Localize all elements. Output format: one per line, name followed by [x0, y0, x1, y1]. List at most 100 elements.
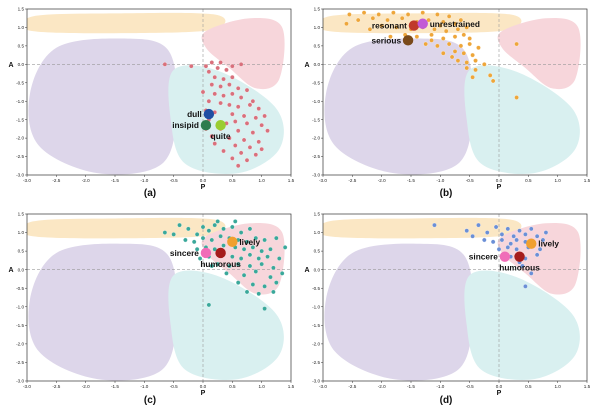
data-point — [467, 41, 472, 47]
data-point — [405, 12, 411, 17]
region-left-blob — [324, 38, 473, 175]
data-point — [511, 234, 516, 239]
data-point — [230, 156, 235, 161]
data-point — [241, 247, 247, 252]
data-point — [455, 58, 461, 63]
data-point — [534, 234, 540, 239]
y-tick-label: 1.5 — [314, 212, 321, 217]
data-point — [520, 263, 525, 269]
data-point — [256, 139, 261, 145]
data-point — [265, 254, 270, 259]
data-point — [379, 23, 384, 28]
data-point — [449, 54, 455, 60]
data-point — [514, 41, 519, 47]
data-point — [230, 254, 235, 259]
highlight-label-resonant: resonant — [372, 21, 407, 31]
y-tick-label: 0.5 — [314, 249, 321, 254]
data-point — [344, 21, 349, 27]
y-tick-label: 0.0 — [18, 267, 25, 272]
data-point — [438, 23, 443, 28]
plot-frame — [322, 213, 588, 382]
data-point — [221, 93, 226, 98]
data-point — [458, 43, 464, 49]
x-tick-label: 1.5 — [288, 384, 295, 389]
data-point — [235, 128, 241, 133]
x-tick-label: -1.0 — [140, 384, 148, 389]
data-point — [370, 15, 376, 21]
data-point — [206, 69, 212, 74]
y-tick-label: -2.0 — [312, 341, 320, 346]
chart-panel-2: -3.0 -2.5 -2.0 -1.5 -1.0 -0.5 0.0 0.5 1.0 1.5 1.5 1… — [304, 7, 590, 199]
data-point — [514, 237, 519, 243]
data-point — [206, 302, 212, 308]
y-tick-label: -1.5 — [16, 117, 24, 122]
data-point — [203, 63, 209, 69]
data-point — [540, 237, 546, 243]
data-point — [262, 113, 267, 119]
data-point — [432, 222, 437, 228]
data-point — [441, 19, 446, 25]
data-point — [455, 27, 461, 32]
y-tick-label: 1.0 — [314, 25, 321, 30]
x-tick-label: -3.0 — [23, 178, 31, 183]
data-point — [259, 248, 264, 254]
data-point — [476, 45, 481, 50]
chart-panel-4: -3.0 -2.5 -2.0 -1.5 -1.0 -0.5 0.0 0.5 1.0 1.5 1.5 1… — [304, 212, 590, 406]
x-tick-label: -0.5 — [466, 178, 474, 183]
data-point — [514, 95, 519, 100]
highlight-label-unrestrained: unrestrained — [430, 19, 480, 29]
y-tick-label: -2.5 — [312, 360, 320, 365]
data-point — [441, 51, 446, 56]
x-tick-label: 1.0 — [554, 384, 561, 389]
data-point — [529, 271, 534, 276]
data-point — [244, 157, 250, 163]
y-tick-label: -0.5 — [16, 286, 24, 291]
data-point — [206, 228, 212, 233]
x-tick-label: -1.5 — [111, 384, 119, 389]
data-point — [259, 122, 264, 128]
panel-caption: (d) — [440, 395, 453, 406]
data-point — [212, 222, 217, 228]
data-point — [256, 291, 261, 297]
data-point — [473, 67, 478, 73]
data-point — [221, 226, 226, 232]
y-tick-label: -0.5 — [312, 286, 320, 291]
y-tick-label: 1.0 — [18, 25, 25, 30]
data-point — [238, 256, 244, 261]
data-point — [162, 230, 168, 235]
data-point — [215, 65, 220, 71]
highlight-point-lively — [227, 236, 238, 248]
data-point — [241, 113, 247, 119]
data-point — [268, 247, 273, 252]
data-point — [482, 237, 487, 243]
data-point — [420, 10, 425, 15]
x-tick-label: -0.5 — [170, 178, 178, 183]
data-point — [241, 137, 247, 143]
data-point — [191, 239, 197, 245]
data-point — [517, 228, 522, 233]
y-tick-label: -3.0 — [16, 173, 24, 178]
data-point — [432, 27, 437, 32]
panel-caption: (c) — [144, 395, 156, 406]
data-point — [212, 74, 217, 80]
data-point — [259, 146, 264, 152]
y-tick-label: 0.0 — [18, 62, 25, 67]
data-point — [426, 17, 431, 23]
data-point — [464, 65, 469, 71]
highlight-point-resonant — [408, 20, 420, 31]
data-point — [253, 152, 259, 157]
y-tick-label: -3.0 — [312, 379, 320, 384]
data-point — [230, 224, 235, 230]
data-point — [508, 241, 513, 246]
data-point — [470, 234, 475, 239]
highlight-label-humorous: humorous — [499, 263, 540, 273]
region-layer — [323, 217, 581, 381]
data-point — [493, 224, 499, 230]
y-tick-label: -2.0 — [312, 136, 320, 141]
data-point — [189, 63, 194, 69]
data-point — [499, 237, 505, 243]
x-axis-label: P — [201, 184, 206, 191]
x-tick-label: 0.0 — [200, 178, 207, 183]
data-point — [277, 256, 282, 261]
highlight-point-unrestrained — [417, 18, 428, 29]
